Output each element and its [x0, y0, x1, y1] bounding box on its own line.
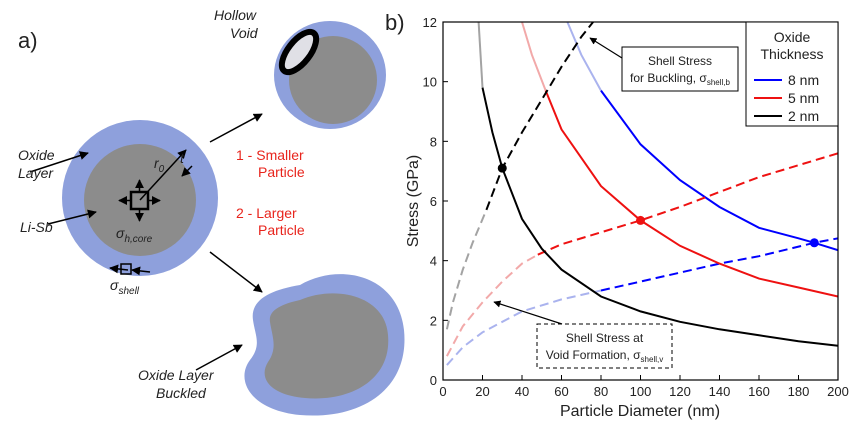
annotation-subscript: shell,b	[707, 78, 731, 87]
x-tick-label: 20	[475, 384, 489, 399]
y-tick-label: 6	[430, 194, 437, 209]
y-axis-label: Stress (GPa)	[405, 155, 422, 247]
thickness-label: t	[180, 150, 185, 166]
intersection-point	[497, 163, 507, 173]
void	[278, 28, 320, 76]
stress-arrows	[29, 113, 263, 371]
x-tick-label: 0	[439, 384, 446, 399]
smaller-label: 1 - Smaller Particle	[236, 147, 305, 180]
intersection-point	[636, 215, 645, 225]
y-tick-label: 8	[430, 134, 437, 149]
legend-label: 8 nm	[788, 72, 819, 88]
y-tick-label: 2	[430, 313, 437, 328]
annotation-arrow	[493, 300, 563, 325]
line	[537, 152, 838, 256]
legend-title: Thickness	[760, 46, 823, 62]
diagram: a) Oxide Layer Li-Sb r0 t σh,core σshell …	[18, 7, 405, 416]
x-tick-label: 60	[554, 384, 568, 399]
x-tick-label: 100	[630, 384, 652, 399]
line	[446, 289, 602, 366]
annotation-box	[536, 323, 673, 369]
core-stress-label: σh,core	[116, 225, 153, 245]
buckled-label: Oxide Layer Buckled	[138, 367, 215, 401]
x-tick-label: 160	[748, 384, 770, 399]
hollow-void-label: Hollow Void	[214, 7, 259, 41]
legend-title: Oxide	[774, 29, 811, 45]
x-tick-label: 80	[594, 384, 608, 399]
line	[446, 253, 539, 357]
core-label: Li-Sb	[20, 219, 53, 235]
intersection-point	[809, 238, 819, 248]
panel-label: b)	[385, 10, 405, 35]
y-tick-label: 0	[430, 373, 437, 388]
line	[521, 22, 547, 91]
x-tick-label: 120	[669, 384, 691, 399]
x-axis-label: Particle Diameter (nm)	[560, 403, 720, 420]
annotation-arrow	[589, 37, 623, 59]
legend-box	[745, 21, 839, 127]
panel-label: a)	[18, 28, 38, 53]
larger-label: 2 - Larger Particle	[236, 205, 305, 238]
annotation-line: Shell Stress at	[566, 331, 644, 345]
shell-stress-label: σshell	[110, 277, 140, 297]
chart: b) Particle Diameter (nm) Stress (GPa)	[385, 10, 720, 420]
plot-frame	[442, 21, 839, 381]
line	[445, 209, 488, 330]
annotation-subscript: shell,v	[641, 355, 664, 364]
oxide-layer-label: Oxide Layer	[18, 147, 55, 181]
x-tick-label: 180	[788, 384, 810, 399]
annotation: Shell Stress at Void Formation, σshell,v	[546, 331, 663, 364]
annotation-line: Void Formation, σ	[546, 348, 641, 362]
x-tick-label: 140	[709, 384, 731, 399]
legend-label: 5 nm	[788, 90, 819, 106]
y-tick-label: 12	[423, 15, 437, 30]
y-tick-label: 4	[430, 254, 437, 269]
x-tick-label: 40	[515, 384, 529, 399]
annotation-line: Shell Stress	[648, 54, 712, 68]
radius-label: r0	[154, 155, 165, 175]
line	[477, 22, 484, 88]
annotation-line: for Buckling, σ	[630, 71, 707, 85]
legend-label: 2 nm	[788, 108, 819, 124]
line	[485, 22, 594, 211]
annotation-box	[621, 46, 739, 92]
annotation: Shell Stress for Buckling, σshell,b	[630, 54, 730, 87]
x-tick-label: 200	[827, 384, 849, 399]
line	[566, 22, 602, 92]
core-buckled	[264, 293, 389, 399]
y-tick-label: 10	[423, 75, 437, 90]
line	[544, 90, 838, 298]
shell-element	[120, 263, 132, 275]
